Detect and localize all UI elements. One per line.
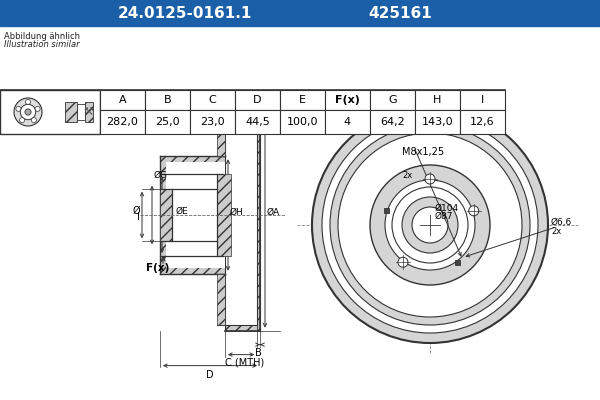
Circle shape xyxy=(330,125,530,325)
Bar xyxy=(257,99,260,331)
Circle shape xyxy=(469,206,479,216)
Text: 24.0125-0161.1: 24.0125-0161.1 xyxy=(118,6,252,20)
Bar xyxy=(415,90,460,110)
Text: ⚒: ⚒ xyxy=(83,107,93,117)
Circle shape xyxy=(25,109,31,115)
Circle shape xyxy=(307,102,553,348)
Circle shape xyxy=(385,180,475,270)
Text: B: B xyxy=(255,348,262,358)
Bar xyxy=(0,90,505,134)
Text: Abbildung ähnlich: Abbildung ähnlich xyxy=(4,32,80,41)
Text: ØH: ØH xyxy=(230,208,244,216)
Bar xyxy=(217,174,231,256)
Bar xyxy=(415,110,460,134)
Circle shape xyxy=(35,106,40,111)
Text: 44,5: 44,5 xyxy=(245,117,270,127)
Bar xyxy=(257,99,260,331)
Bar xyxy=(166,162,225,268)
Bar xyxy=(217,105,225,156)
Bar xyxy=(190,110,235,134)
Text: Illustration similar: Illustration similar xyxy=(4,40,80,49)
Circle shape xyxy=(31,118,37,123)
Text: 25,0: 25,0 xyxy=(155,117,180,127)
Text: 2x: 2x xyxy=(551,228,561,236)
Bar xyxy=(217,274,225,325)
Bar xyxy=(100,90,145,110)
Bar xyxy=(160,189,172,241)
Text: 143,0: 143,0 xyxy=(422,117,454,127)
Text: D: D xyxy=(206,370,214,380)
Text: 12,6: 12,6 xyxy=(470,117,495,127)
Circle shape xyxy=(338,133,522,317)
Text: F(x): F(x) xyxy=(146,263,169,273)
Bar xyxy=(460,90,505,110)
Bar xyxy=(460,110,505,134)
Bar xyxy=(280,110,325,134)
Text: F(x): F(x) xyxy=(335,95,360,105)
Bar xyxy=(0,90,100,134)
Bar xyxy=(370,90,415,110)
Circle shape xyxy=(20,104,36,120)
Text: I: I xyxy=(137,212,140,222)
Bar xyxy=(280,90,325,110)
Circle shape xyxy=(398,257,408,267)
Text: I: I xyxy=(481,95,484,105)
Text: 23,0: 23,0 xyxy=(200,117,225,127)
Bar xyxy=(65,102,77,122)
Bar xyxy=(384,208,389,213)
Text: ØE: ØE xyxy=(176,206,188,216)
Text: 282,0: 282,0 xyxy=(107,117,139,127)
Bar xyxy=(10,20,290,310)
Bar xyxy=(235,90,280,110)
Circle shape xyxy=(370,165,490,285)
Bar xyxy=(225,99,257,331)
Text: Ø104: Ø104 xyxy=(435,204,459,213)
Circle shape xyxy=(20,118,25,123)
Text: A: A xyxy=(119,95,127,105)
Text: B: B xyxy=(164,95,172,105)
Circle shape xyxy=(425,174,435,184)
Bar xyxy=(145,110,190,134)
Bar xyxy=(85,102,93,122)
Bar xyxy=(145,90,190,110)
Text: Ø6,6: Ø6,6 xyxy=(551,218,572,226)
Bar xyxy=(190,90,235,110)
Circle shape xyxy=(322,117,538,333)
Circle shape xyxy=(25,100,31,104)
Circle shape xyxy=(312,107,548,343)
Circle shape xyxy=(392,187,468,263)
Text: ØG: ØG xyxy=(154,171,168,180)
Text: 64,2: 64,2 xyxy=(380,117,405,127)
Bar xyxy=(325,90,370,110)
Text: G: G xyxy=(388,95,397,105)
Bar xyxy=(160,156,225,274)
Text: 100,0: 100,0 xyxy=(287,117,318,127)
Circle shape xyxy=(14,98,42,126)
Bar xyxy=(225,105,257,325)
Text: E: E xyxy=(299,95,306,105)
Circle shape xyxy=(402,197,458,253)
Text: Ø: Ø xyxy=(133,206,140,216)
Circle shape xyxy=(412,207,448,243)
Text: C (MTH): C (MTH) xyxy=(225,358,264,368)
Text: 425161: 425161 xyxy=(368,6,432,20)
Bar xyxy=(325,110,370,134)
Circle shape xyxy=(16,106,21,111)
Bar xyxy=(455,260,460,265)
Bar xyxy=(77,104,85,120)
Bar xyxy=(100,110,145,134)
Text: H: H xyxy=(433,95,442,105)
Bar xyxy=(0,0,600,26)
Text: M8x1,25: M8x1,25 xyxy=(402,147,444,157)
Bar xyxy=(370,110,415,134)
Text: C: C xyxy=(209,95,217,105)
Text: Ø87: Ø87 xyxy=(435,212,454,221)
Text: D: D xyxy=(253,95,262,105)
Text: 2x: 2x xyxy=(402,171,412,180)
Text: ØA: ØA xyxy=(267,208,280,216)
Bar xyxy=(235,110,280,134)
Text: 4: 4 xyxy=(344,117,351,127)
